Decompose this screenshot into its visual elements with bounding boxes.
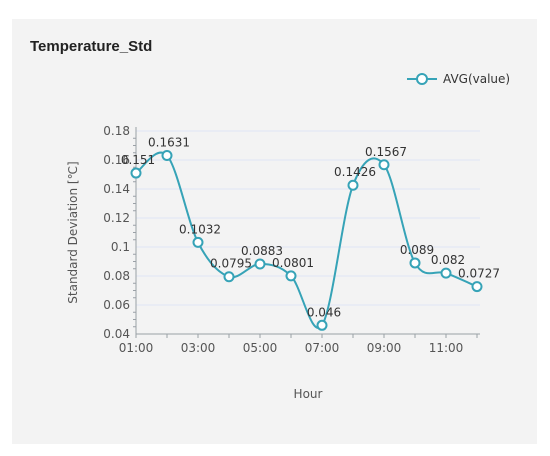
data-point bbox=[192, 236, 204, 248]
chart-panel: Temperature_Std 0.04 0.06 0.08 0.1 0.12 0.14 0… bbox=[12, 19, 537, 444]
y-tick-label: 0.14 bbox=[103, 182, 130, 196]
line-chart: 0.04 0.06 0.08 0.1 0.12 0.14 0.16 0.18 01:00 03:0… bbox=[66, 72, 510, 401]
data-point bbox=[130, 167, 142, 179]
y-tick-label: 0.1 bbox=[111, 240, 130, 254]
x-axis-title: Hour bbox=[294, 387, 323, 401]
data-point bbox=[440, 267, 452, 279]
data-label: 0.1631 bbox=[148, 136, 190, 150]
x-tick-label: 05:00 bbox=[243, 341, 278, 355]
data-point bbox=[409, 257, 421, 269]
x-tick-label: 03:00 bbox=[181, 341, 216, 355]
x-tick-label: 01:00 bbox=[119, 341, 154, 355]
data-label: 0.1426 bbox=[334, 165, 376, 179]
legend-marker bbox=[416, 73, 428, 85]
data-point bbox=[161, 150, 173, 162]
data-label: 0.0727 bbox=[458, 267, 500, 281]
x-tick-label: 11:00 bbox=[429, 341, 464, 355]
data-label: 0.082 bbox=[431, 253, 465, 267]
data-point bbox=[285, 270, 297, 282]
data-label: 0.151 bbox=[121, 153, 155, 167]
data-label: 0.046 bbox=[307, 305, 341, 319]
legend-label: AVG(value) bbox=[443, 72, 510, 86]
y-tick-label: 0.06 bbox=[103, 298, 130, 312]
x-tick-label: 07:00 bbox=[305, 341, 340, 355]
data-label: 0.0795 bbox=[210, 257, 252, 271]
y-tick-label: 0.08 bbox=[103, 269, 130, 283]
data-label: 0.0883 bbox=[241, 244, 283, 258]
y-tick-label: 0.04 bbox=[103, 327, 130, 341]
data-point bbox=[378, 159, 390, 171]
data-label: 0.089 bbox=[400, 243, 434, 257]
chart-title: Temperature_Std bbox=[30, 38, 153, 55]
data-label: 0.1567 bbox=[365, 145, 407, 159]
y-axis-title: Standard Deviation [℃] bbox=[66, 161, 80, 303]
series-line bbox=[135, 151, 478, 329]
data-label: 0.1032 bbox=[179, 222, 221, 236]
data-point bbox=[254, 258, 266, 270]
data-point bbox=[223, 271, 235, 283]
y-tick-label: 0.12 bbox=[103, 211, 130, 225]
data-label: 0.0801 bbox=[272, 256, 314, 270]
data-point bbox=[316, 319, 328, 331]
x-tick-label: 09:00 bbox=[367, 341, 402, 355]
y-tick-label: 0.18 bbox=[103, 124, 130, 138]
data-point bbox=[347, 179, 359, 191]
y-tick-label: 0.16 bbox=[103, 153, 130, 167]
data-point bbox=[471, 281, 483, 293]
